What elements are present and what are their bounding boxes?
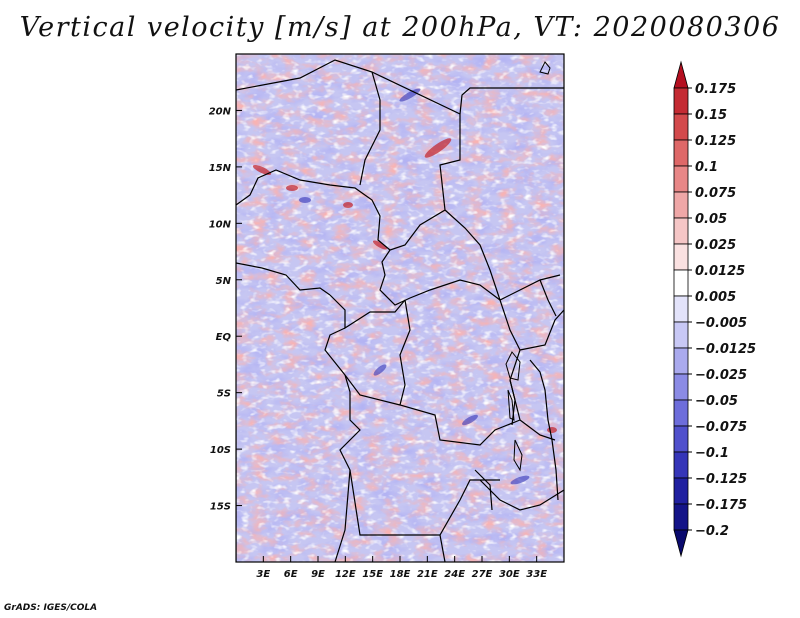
strong-downdraft-features [299,88,530,485]
lon-tick-label: 9E [311,569,325,580]
colorbar-level-label: 0.125 [695,134,736,149]
colorbar-box [673,139,689,167]
colorbar-box [673,373,689,401]
colorbar-box [673,243,689,271]
colorbar-top-triangle [673,60,689,89]
colorbar-box [673,295,689,323]
lon-tick-label: 21E [417,569,438,580]
lon-tick-label: 27E [472,569,493,580]
lon-tick-label: 3E [256,569,270,580]
colorbar-level-label: −0.0125 [695,342,756,357]
lat-tick-label: 20N [209,106,232,117]
lon-tick-label: 6E [284,569,298,580]
colorbar-box [673,321,689,349]
colorbar-box [673,425,689,453]
colorbar-box [673,191,689,219]
lon-tick-label: 12E [335,569,356,580]
colorbar-level-label: 0.025 [695,238,736,253]
colorbar-level-label: 0.175 [695,82,736,97]
colorbar-level-label: 0.005 [695,290,736,305]
colorbar-level-label: −0.175 [695,498,747,513]
lat-tick-label: EQ [216,332,232,343]
colorbar-box [673,217,689,245]
lon-tick-label: 18E [390,569,411,580]
colorbar-box [673,269,689,297]
colorbar-level-label: −0.025 [695,368,747,383]
colorbar-level-label: 0.1 [695,160,718,175]
colorbar-box [673,399,689,427]
lon-tick-label: 24E [444,569,465,580]
colorbar-boxes [673,60,689,558]
longitude-axis: 3E 6E 9E 12E 15E 18E 21E 24E 27E 30E 33E [256,556,547,580]
lon-tick-label: 15E [362,569,383,580]
colorbar-level-label: −0.005 [695,316,747,331]
colorbar-level-label: 0.05 [695,212,727,227]
lat-tick-label: 10N [209,219,232,230]
lat-tick-label: 10S [210,445,231,456]
colorbar-level-label: −0.075 [695,420,747,435]
colorbar-box [673,503,689,531]
colorbar-level-label: 0.15 [695,108,727,123]
lat-tick-label: 15S [210,502,231,513]
colorbar-labels: 0.175 0.15 0.125 0.1 0.075 0.05 0.025 0.0125 0.0… [688,82,756,539]
lon-tick-label: 33E [526,569,547,580]
software-credit: GrADS: IGES/COLA [4,603,98,613]
velocity-field [236,54,564,562]
colorbar-box [673,87,689,115]
latitude-axis: 20N 15N 10N 5N EQ 5S 10S 15S [209,106,242,513]
colorbar-box [673,165,689,193]
plot-title: Vertical velocity [m/s] at 200hPa, VT: 2… [19,12,781,43]
colorbar-box [673,451,689,479]
colorbar-level-label: −0.125 [695,472,747,487]
lon-tick-label: 30E [499,569,520,580]
country-boundaries [236,59,564,562]
colorbar-box [673,113,689,141]
lat-tick-label: 15N [209,163,232,174]
colorbar-level-label: 0.0125 [695,264,745,279]
colorbar-box [673,477,689,505]
colorbar-box [673,347,689,375]
colorbar-bottom-triangle [673,529,689,558]
lat-tick-label: 5S [217,389,231,400]
colorbar-level-label: 0.075 [695,186,736,201]
colorbar-level-label: −0.1 [695,446,729,461]
lake-outlines [505,61,551,472]
lat-tick-label: 5N [216,276,232,287]
colorbar-level-label: −0.2 [695,524,729,539]
colorbar-level-label: −0.05 [695,394,738,409]
